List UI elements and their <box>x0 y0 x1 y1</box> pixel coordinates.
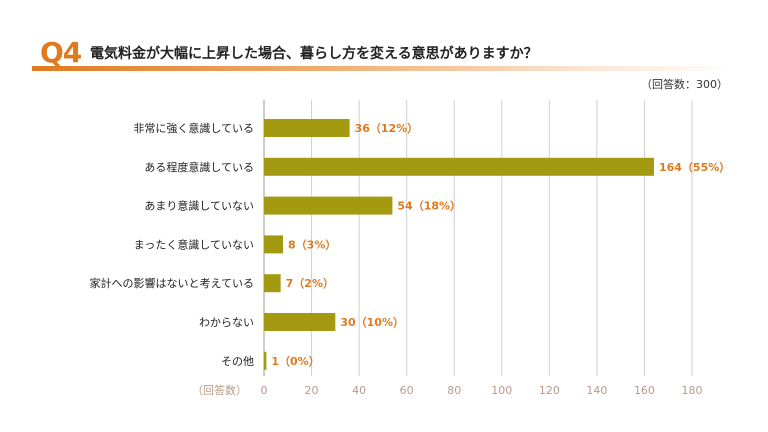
category-label: 家計への影響はないと考えている <box>90 276 254 290</box>
value-label: 36（12%） <box>355 122 419 135</box>
category-label: まったく意識していない <box>134 237 254 251</box>
bar <box>264 157 654 176</box>
value-label: 7（2%） <box>286 277 334 290</box>
bar <box>264 119 350 137</box>
x-axis-title: （回答数） <box>192 383 247 397</box>
respondents-note: （回答数：300） <box>641 78 728 91</box>
value-label: 54（18%） <box>397 200 461 213</box>
x-tick-label: 0 <box>261 384 268 397</box>
value-label: 30（10%） <box>340 316 404 329</box>
question-number: Q4 <box>40 36 82 69</box>
x-tick-labels: 0 20 40 60 80 100 120 140 160 180 <box>261 384 703 397</box>
grid-lines <box>263 100 693 376</box>
x-tick-label: 180 <box>682 384 703 397</box>
bar <box>264 313 336 331</box>
question-header: Q4 電気料金が大幅に上昇した場合、暮らし方を変える意思がありますか？ <box>32 36 736 71</box>
category-label: わからない <box>199 316 254 329</box>
x-tick-label: 20 <box>305 384 319 397</box>
value-label: 1（0%） <box>271 355 319 368</box>
header-underline <box>32 66 736 71</box>
category-label: ある程度意識している <box>144 160 254 174</box>
category-label: 非常に強く意識している <box>133 121 254 135</box>
bar <box>264 235 284 254</box>
value-label: 164（55%） <box>659 161 730 174</box>
x-tick-label: 40 <box>352 384 366 397</box>
category-label: あまり意識していない <box>144 199 254 213</box>
bar <box>264 351 267 370</box>
value-label: 8（3%） <box>288 238 336 251</box>
x-tick-label: 120 <box>539 384 560 397</box>
x-tick-label: 80 <box>447 384 461 397</box>
bars <box>264 119 654 370</box>
x-tick-label: 160 <box>634 384 655 397</box>
x-tick-label: 60 <box>400 384 414 397</box>
x-tick-label: 100 <box>491 384 512 397</box>
bar <box>264 274 281 293</box>
category-label: その他 <box>221 355 254 368</box>
question-text: 電気料金が大幅に上昇した場合、暮らし方を変える意思がありますか？ <box>90 46 538 62</box>
x-tick-label: 140 <box>586 384 607 397</box>
category-labels: 非常に強く意識しているある程度意識しているあまり意識していないまったく意識してい… <box>90 121 254 368</box>
value-labels: 36（12%） 164（55%） 54（18%） 8（3%） 7（2%） 30（10%） 1… <box>271 122 730 368</box>
bar <box>264 196 393 215</box>
